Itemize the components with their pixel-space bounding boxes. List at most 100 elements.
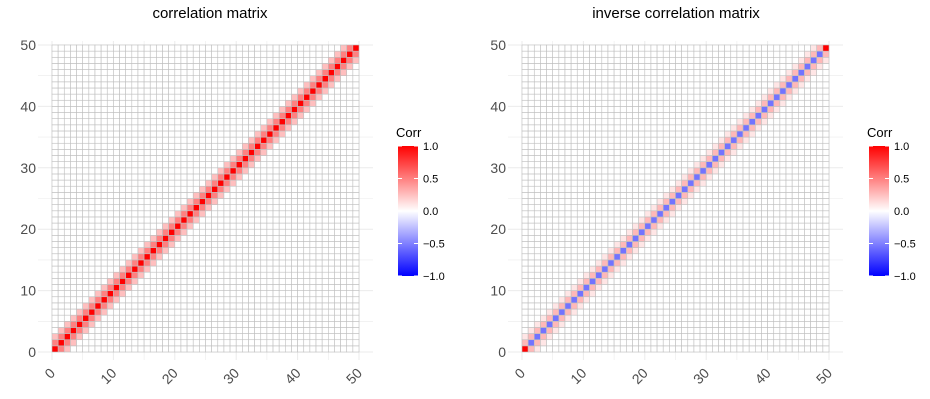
heatmap-cell: [730, 296, 738, 304]
heatmap-cell: [82, 87, 90, 95]
heatmap-cell: [687, 235, 695, 242]
heatmap-cell: [619, 333, 627, 341]
heatmap-cell: [125, 124, 133, 132]
heatmap-cell: [334, 87, 341, 95]
heatmap-cell: [162, 296, 169, 304]
heatmap-cell: [736, 56, 744, 64]
heatmap-cell: [583, 271, 590, 279]
heatmap-cell: [125, 228, 133, 236]
heatmap-cell: [761, 124, 768, 132]
heatmap-cell: [662, 222, 670, 230]
heatmap-cell: [724, 179, 732, 187]
heatmap-cell: [804, 265, 811, 273]
heatmap-cell: [687, 50, 695, 58]
heatmap-cell: [546, 192, 553, 199]
heatmap-cell: [619, 314, 627, 322]
heatmap-cell: [693, 253, 701, 261]
heatmap-cell: [242, 198, 249, 205]
heatmap-cell: [291, 63, 298, 70]
heatmap-cell: [315, 228, 323, 236]
heatmap-cell: [724, 284, 732, 291]
heatmap-cell: [82, 130, 90, 138]
heatmap-cell: [303, 192, 311, 199]
heatmap-cell: [217, 173, 225, 181]
heatmap-cell: [705, 106, 713, 113]
heatmap-cell: [119, 302, 126, 310]
heatmap-cell: [315, 118, 323, 126]
heatmap-cell: [730, 136, 738, 144]
heatmap-cell: [662, 75, 670, 83]
heatmap-cell: [88, 69, 96, 76]
heatmap-cell: [321, 290, 329, 298]
heatmap-cell: [174, 278, 182, 285]
heatmap-cell: [217, 136, 225, 144]
heatmap-cell: [266, 130, 274, 138]
heatmap-cell: [791, 167, 799, 175]
heatmap-cell: [521, 296, 529, 304]
heatmap-cell: [119, 339, 126, 347]
heatmap-cell: [82, 333, 90, 341]
heatmap-cell: [352, 241, 360, 248]
heatmap-cell: [199, 192, 206, 199]
heatmap-cell: [576, 155, 584, 162]
heatmap-cell: [211, 204, 219, 212]
heatmap-cell: [810, 314, 818, 322]
heatmap-cell: [143, 112, 151, 119]
heatmap-cell: [260, 99, 268, 107]
heatmap-cell: [272, 320, 280, 328]
heatmap-cell: [607, 210, 615, 218]
heatmap-cell: [583, 314, 590, 322]
heatmap-cell: [650, 50, 658, 58]
heatmap-cell: [100, 320, 108, 328]
heatmap-cell: [558, 339, 566, 347]
heatmap-cell: [533, 241, 541, 248]
heatmap-cell: [810, 320, 818, 328]
heatmap-cell: [143, 130, 151, 138]
heatmap-cell: [804, 320, 811, 328]
heatmap-cell: [291, 320, 298, 328]
heatmap-cell: [576, 290, 584, 298]
heatmap-cell: [186, 259, 194, 267]
heatmap-cell: [334, 81, 341, 89]
heatmap-cell: [309, 106, 317, 113]
heatmap-cell: [137, 314, 145, 322]
heatmap-cell: [229, 50, 237, 58]
heatmap-cell: [88, 265, 96, 273]
heatmap-cell: [94, 247, 102, 255]
heatmap-cell: [229, 290, 237, 298]
heatmap-cell: [340, 56, 348, 64]
heatmap-cell: [644, 308, 652, 316]
heatmap-cell: [767, 222, 775, 230]
heatmap-cell: [88, 204, 96, 212]
heatmap-cell: [143, 87, 151, 95]
heatmap-cell: [718, 235, 725, 242]
heatmap-cell: [63, 81, 71, 89]
heatmap-cell: [125, 56, 133, 64]
heatmap-cell: [162, 222, 169, 230]
heatmap-cell: [119, 314, 126, 322]
heatmap-cell: [638, 259, 646, 267]
heatmap-cell: [199, 216, 206, 224]
heatmap-cell: [174, 75, 182, 83]
heatmap-cell: [662, 198, 670, 205]
heatmap-cell: [260, 314, 268, 322]
heatmap-cell: [229, 185, 237, 193]
heatmap-cell: [570, 136, 578, 144]
heatmap-cell: [106, 142, 114, 150]
heatmap-cell: [100, 210, 108, 218]
heatmap-cell: [162, 314, 169, 322]
heatmap-cell: [199, 124, 206, 132]
heatmap-cell: [712, 345, 719, 353]
heatmap-cell: [297, 345, 305, 353]
heatmap-cell: [88, 235, 96, 242]
heatmap-cell: [748, 284, 756, 291]
heatmap-cell: [106, 161, 114, 169]
heatmap-cell: [254, 314, 262, 322]
heatmap-cell: [583, 345, 590, 353]
heatmap-cell: [546, 198, 553, 205]
heatmap-cell: [168, 228, 176, 236]
heatmap-cell: [192, 81, 200, 89]
heatmap-cell: [346, 167, 354, 175]
heatmap-cell: [810, 284, 818, 291]
heatmap-cell: [192, 284, 200, 291]
